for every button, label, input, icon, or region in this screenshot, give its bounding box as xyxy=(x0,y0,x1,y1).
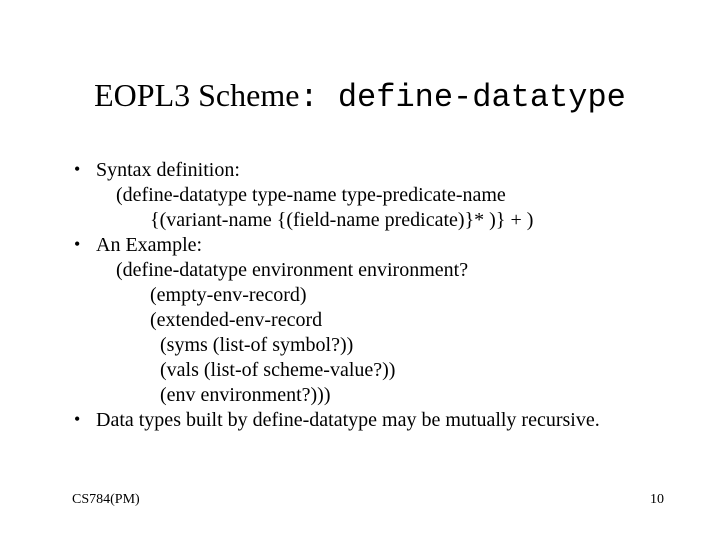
bullet-1-line-1: (define-datatype type-name type-predicat… xyxy=(72,183,668,208)
footer-course: CS784(PM) xyxy=(72,492,140,508)
bullet-1-line-2: {(variant-name {(field-name predicate)}*… xyxy=(72,208,668,233)
bullet-2: An Example: xyxy=(72,233,668,258)
slide-body: Syntax definition: (define-datatype type… xyxy=(72,158,668,433)
title-mono: : define-datatype xyxy=(299,79,625,116)
bullet-2-line-3: (extended-env-record xyxy=(72,308,668,333)
bullet-3: Data types built by define-datatype may … xyxy=(72,408,668,433)
bullet-2-line-5: (vals (list-of scheme-value?)) xyxy=(72,358,668,383)
bullet-1: Syntax definition: xyxy=(72,158,668,183)
bullet-2-line-2: (empty-env-record) xyxy=(72,283,668,308)
bullet-2-line-6: (env environment?))) xyxy=(72,383,668,408)
slide-title: EOPL3 Scheme: define-datatype xyxy=(0,78,720,115)
title-serif: EOPL3 Scheme xyxy=(94,77,299,113)
bullet-2-line-4: (syms (list-of symbol?)) xyxy=(72,333,668,358)
slide: EOPL3 Scheme: define-datatype Syntax def… xyxy=(0,0,720,540)
footer-page-number: 10 xyxy=(650,492,664,508)
bullet-2-line-1: (define-datatype environment environment… xyxy=(72,258,668,283)
